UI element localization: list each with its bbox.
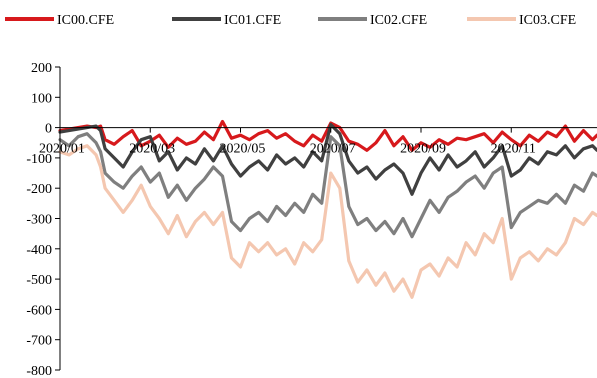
x-tick-label: 2020/07: [310, 142, 356, 157]
y-tick-label: 100: [31, 91, 52, 106]
series-line-4: [58, 144, 597, 299]
x-tick-label: 2020/03: [129, 142, 175, 157]
legend: IC00.CFE IC01.CFE IC02.CFE IC03.CFE: [5, 13, 576, 28]
y-tick-label: -800: [26, 364, 52, 378]
legend-label-3: IC02.CFE: [370, 13, 427, 28]
x-tick-label: 2020/11: [491, 142, 536, 157]
legend-label-2: IC01.CFE: [224, 13, 281, 28]
x-tick-label: 2020/01: [39, 142, 85, 157]
x-tick-label: 2020/09: [400, 142, 446, 157]
series-line-1: [58, 119, 597, 152]
legend-label-4: IC03.CFE: [519, 13, 576, 28]
y-tick-label: -100: [26, 152, 52, 167]
y-tick-label: 0: [45, 122, 52, 137]
y-tick-label: 200: [31, 61, 52, 76]
legend-label-1: IC00.CFE: [57, 13, 114, 28]
series-line-2: [58, 123, 597, 196]
y-tick-label: -600: [26, 303, 52, 318]
series-layer: [58, 119, 597, 299]
y-tick-label: -200: [26, 182, 52, 197]
series-line-3: [58, 132, 597, 239]
y-tick-label: -400: [26, 243, 52, 258]
x-tick-label: 2020/05: [220, 142, 266, 157]
y-tick-label: -700: [26, 334, 52, 349]
axes-layer: 200 100 0 -100 -200 -300 -400 -500 -600 -700 -800 2…: [26, 61, 597, 378]
y-tick-label: -300: [26, 213, 52, 228]
y-tick-label: -500: [26, 273, 52, 288]
